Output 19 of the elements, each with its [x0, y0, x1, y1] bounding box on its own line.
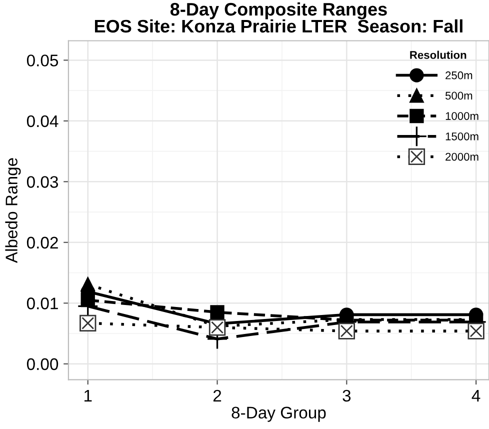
legend-label: 1000m	[446, 112, 478, 120]
legend-label: 500m	[445, 92, 472, 100]
legend-label: 2000m	[446, 152, 478, 161]
x-tick-label: 1	[84, 390, 92, 402]
y-tick-label: 0.03	[26, 176, 58, 188]
legend-label: 1500m	[446, 132, 478, 140]
y-tick-label: 0.00	[26, 358, 58, 370]
legend-title: Resolution	[410, 50, 466, 59]
chart-title: 8-Day Composite Ranges EOS Site: Konza Prairie LTER Season: Fall	[94, 2, 462, 33]
y-tick-label: 0.02	[26, 236, 58, 249]
y-tick-label: 0.05	[26, 54, 58, 66]
x-axis-title: 8-Day Group	[232, 406, 326, 422]
x-tick-label: 4	[472, 390, 480, 402]
y-tick-label: 0.04	[26, 115, 58, 128]
legend-label: 250m	[446, 71, 472, 80]
x-tick-label: 3	[342, 390, 351, 402]
y-tick-label: 0.01	[26, 298, 58, 310]
x-tick-label: 2	[213, 390, 222, 402]
y-axis-title: Albedo Range	[5, 158, 21, 263]
